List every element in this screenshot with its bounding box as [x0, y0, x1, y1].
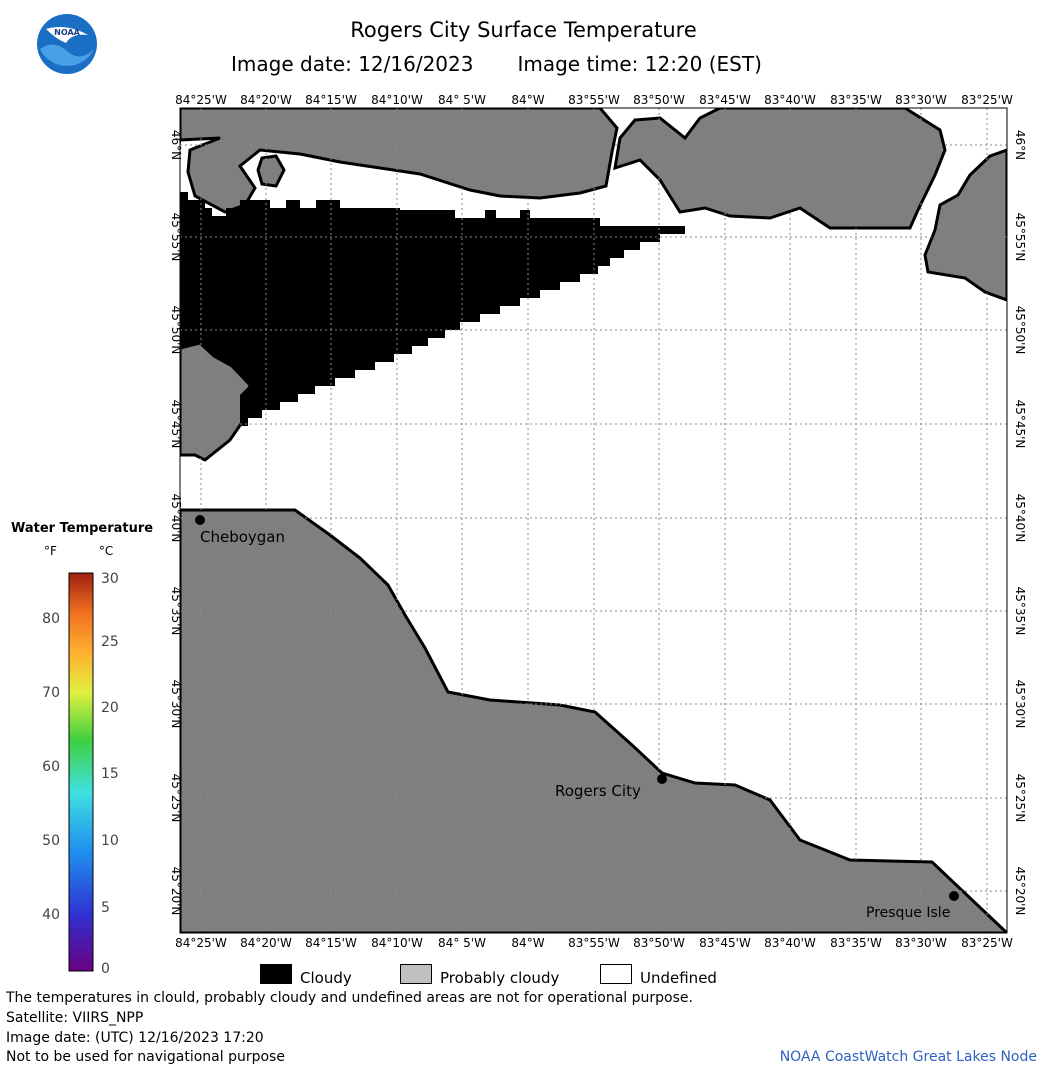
longitude-label: 83°40'W	[764, 936, 816, 950]
noaa-logo-icon: NOAA	[37, 14, 97, 74]
celsius-tick: 25	[101, 634, 119, 650]
longitude-labels-bottom: 84°25'W 84°20'W 84°15'W 84°10'W 84° 5'W 84°W 8…	[175, 936, 1013, 950]
latitude-label: 45°40'N	[169, 494, 183, 543]
latitude-label: 45°55'N	[1013, 213, 1027, 262]
longitude-label: 83°55'W	[568, 936, 620, 950]
legend-units: °F °C	[44, 544, 113, 558]
latitude-labels-right: 46°N 45°55'N 45°50'N 45°45'N 45°40'N 45°35'N 4…	[1013, 130, 1027, 916]
fahrenheit-tick: 50	[42, 833, 60, 849]
latitude-label: 45°35'N	[169, 587, 183, 636]
navigation-warning: Not to be used for navigational purpose	[6, 1049, 285, 1065]
rogers-city-marker	[657, 774, 667, 784]
celsius-tick: 5	[101, 900, 110, 916]
longitude-labels-top: 84°25'W 84°20'W 84°15'W 84°10'W 84° 5'W 84°W 8…	[175, 93, 1013, 107]
land-north-east	[923, 148, 1007, 302]
fahrenheit-tick: 80	[42, 611, 60, 627]
key-undefined-label: Undefined	[640, 969, 717, 987]
longitude-label: 84°W	[511, 93, 544, 107]
fahrenheit-tick: 60	[42, 759, 60, 775]
longitude-label: 83°40'W	[764, 93, 816, 107]
map-title: Rogers City Surface Temperature	[350, 18, 697, 42]
longitude-label: 83°35'W	[830, 93, 882, 107]
celsius-tick: 0	[101, 961, 110, 977]
key-probably-cloudy-label: Probably cloudy	[440, 969, 560, 987]
latitude-label: 45°20'N	[169, 867, 183, 916]
land-north-west	[180, 108, 619, 214]
fahrenheit-tick: 40	[42, 907, 60, 923]
latitude-label: 45°25'N	[169, 774, 183, 823]
longitude-label: 84° 5'W	[438, 93, 486, 107]
island-north	[256, 154, 286, 188]
credit-text: NOAA CoastWatch Great Lakes Node	[779, 1049, 1037, 1065]
legend-title: Water Temperature	[11, 521, 154, 536]
land-south	[180, 508, 1007, 933]
latitude-label: 45°20'N	[1013, 867, 1027, 916]
latitude-label: 45°45'N	[169, 400, 183, 449]
latitude-label: 45°25'N	[1013, 774, 1027, 823]
longitude-label: 83°55'W	[568, 93, 620, 107]
key-undefined-swatch	[600, 964, 632, 984]
latitude-labels-left: 46°N 45°55'N 45°50'N 45°45'N 45°40'N 45°35'N 4…	[169, 130, 183, 916]
satellite-text: Satellite: VIIRS_NPP	[6, 1010, 144, 1026]
presque-isle-label: Presque Isle	[866, 905, 950, 921]
latitude-label: 45°50'N	[169, 306, 183, 355]
latitude-label: 45°30'N	[1013, 680, 1027, 729]
longitude-label: 83°50'W	[633, 93, 685, 107]
latitude-label: 45°30'N	[169, 680, 183, 729]
longitude-label: 83°35'W	[830, 936, 882, 950]
disclaimer-text: The temperatures in clould, probably clo…	[6, 990, 693, 1006]
land-north-center	[613, 108, 947, 230]
longitude-label: 84°W	[511, 936, 544, 950]
longitude-label: 83°50'W	[633, 936, 685, 950]
presque-isle-marker	[949, 891, 959, 901]
latitude-label: 45°45'N	[1013, 400, 1027, 449]
longitude-label: 84°15'W	[305, 93, 357, 107]
unit-celsius: °C	[98, 544, 114, 558]
image-date: Image date: 12/16/2023	[231, 52, 474, 76]
logo-text: NOAA	[54, 28, 80, 37]
longitude-label: 84°25'W	[175, 936, 227, 950]
celsius-tick: 20	[101, 700, 119, 716]
longitude-label: 84°10'W	[371, 936, 423, 950]
longitude-label: 83°25'W	[961, 936, 1013, 950]
longitude-label: 84°20'W	[240, 936, 292, 950]
latitude-label: 45°50'N	[1013, 306, 1027, 355]
map-frame	[179, 107, 1008, 934]
longitude-label: 84°15'W	[305, 936, 357, 950]
latitude-label: 45°40'N	[1013, 494, 1027, 543]
longitude-label: 84°25'W	[175, 93, 227, 107]
latitude-label: 46°N	[1013, 130, 1027, 160]
rogers-city-label: Rogers City	[555, 782, 641, 800]
longitude-label: 83°45'W	[699, 93, 751, 107]
utc-date-text: Image date: (UTC) 12/16/2023 17:20	[6, 1030, 264, 1046]
longitude-label: 83°45'W	[699, 936, 751, 950]
color-bar	[68, 572, 94, 972]
latitude-label: 45°55'N	[169, 213, 183, 262]
longitude-label: 84°10'W	[371, 93, 423, 107]
longitude-label: 83°30'W	[895, 93, 947, 107]
key-cloudy-swatch	[260, 964, 292, 984]
cheboygan-label: Cheboygan	[200, 528, 285, 546]
celsius-tick: 10	[101, 833, 119, 849]
longitude-label: 84°20'W	[240, 93, 292, 107]
celsius-tick: 15	[101, 766, 119, 782]
latitude-label: 46°N	[169, 130, 183, 160]
map-subtitle: Image date: 12/16/2023 Image time: 12:20 …	[231, 52, 762, 76]
unit-fahrenheit: °F	[44, 544, 57, 558]
fahrenheit-tick: 70	[42, 685, 60, 701]
key-probably-cloudy-swatch	[400, 964, 432, 984]
cheboygan-marker	[195, 515, 205, 525]
longitude-label: 83°25'W	[961, 93, 1013, 107]
latitude-label: 45°35'N	[1013, 587, 1027, 636]
celsius-tick: 30	[101, 571, 119, 587]
key-cloudy-label: Cloudy	[300, 969, 352, 987]
longitude-label: 83°30'W	[895, 936, 947, 950]
image-time: Image time: 12:20 (EST)	[517, 52, 762, 76]
cloud-area	[180, 192, 685, 426]
longitude-label: 84° 5'W	[438, 936, 486, 950]
